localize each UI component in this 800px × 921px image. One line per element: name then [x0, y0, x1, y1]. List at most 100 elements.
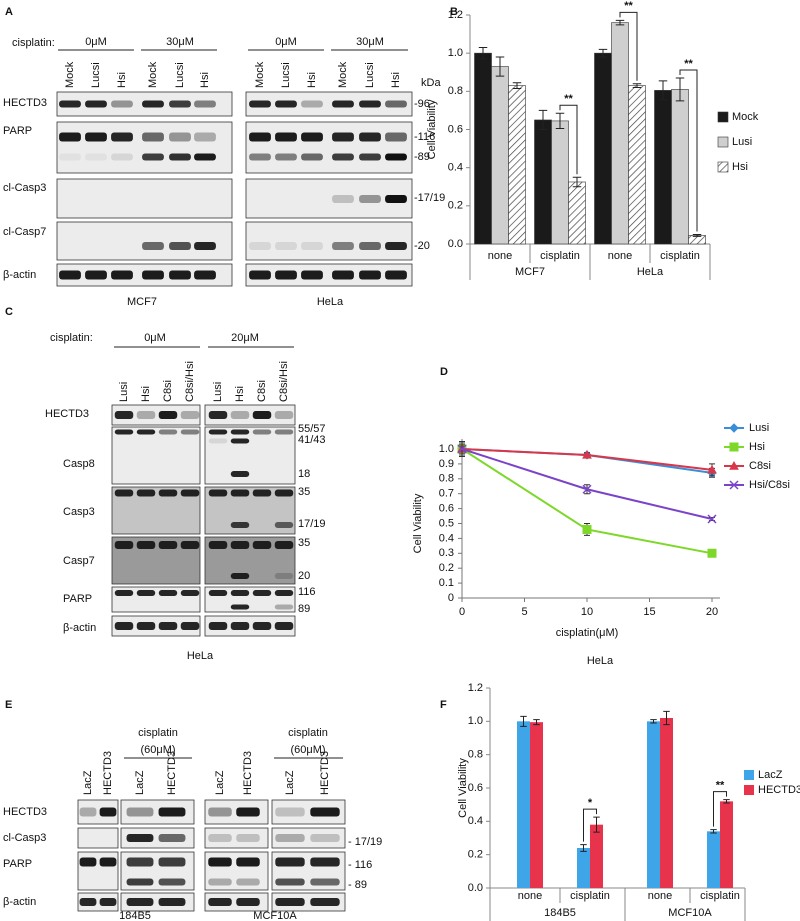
kda-marker: - 116	[348, 859, 372, 871]
row-label: PARP	[63, 593, 92, 605]
blot-panel	[245, 221, 413, 261]
blot-band	[301, 153, 323, 161]
blot-band	[79, 807, 97, 817]
blot-band	[230, 541, 250, 549]
treatment-label: (60μM)	[290, 744, 325, 756]
lane-label: Lucsi	[364, 62, 376, 88]
row-label: cl-Casp3	[3, 182, 46, 194]
lane-label: Lusi	[212, 382, 224, 402]
bar	[517, 721, 530, 888]
y-tick-label: 0.6	[439, 503, 454, 515]
blot-band	[59, 132, 81, 142]
legend-swatch	[744, 785, 754, 795]
blot-band	[274, 522, 294, 528]
blot-band	[230, 411, 250, 419]
blot-panel	[77, 827, 119, 849]
bar	[474, 52, 492, 245]
blot-band	[252, 622, 272, 630]
y-axis-label: Cell Viability	[426, 99, 438, 159]
cell-line-label: MCF10A	[253, 910, 297, 921]
blot-band	[208, 857, 232, 867]
blot-band	[359, 195, 381, 203]
marker	[707, 464, 717, 474]
bar	[577, 848, 590, 888]
error-bar	[478, 46, 488, 60]
dose-label: 0μM	[144, 332, 166, 344]
lane-label: HECTD3	[166, 751, 178, 795]
lane-label: Mock	[147, 61, 159, 88]
marker	[582, 524, 592, 534]
blot-band	[274, 573, 294, 579]
blot-band	[208, 541, 228, 549]
x-group-label: 184B5	[544, 907, 576, 919]
bar	[628, 85, 646, 245]
blot-band	[230, 573, 250, 579]
blot-band	[111, 153, 133, 161]
blot-band	[114, 622, 134, 630]
blot-band	[158, 807, 186, 817]
blot-band	[385, 100, 407, 108]
legend-label: Lusi	[749, 422, 769, 434]
blot-band	[136, 590, 156, 596]
treatment-label: cisplatin	[288, 727, 328, 739]
lane-label: Lucsi	[174, 62, 186, 88]
blot-panel	[120, 892, 195, 912]
y-tick-label: 1.0	[439, 443, 454, 455]
blot-band	[274, 604, 294, 610]
lane-label: HECTD3	[242, 751, 254, 795]
blot-band	[85, 100, 107, 108]
blot-band	[114, 590, 134, 596]
lane-label: LacZ	[134, 770, 146, 795]
blot-band	[301, 100, 323, 108]
lane-label: Hsi	[306, 72, 318, 88]
legend-label: Lusi	[732, 136, 752, 148]
blot-panel	[111, 404, 201, 426]
blot-band	[194, 270, 216, 280]
blot-band	[274, 429, 294, 435]
kda-marker: -89	[414, 151, 430, 163]
lane-label: C8si/Hsi	[184, 361, 196, 402]
blot-band	[385, 270, 407, 280]
lane-label: Hsi	[390, 72, 402, 88]
treatment-label: cisplatin	[138, 727, 178, 739]
error-bar	[615, 19, 625, 26]
kda-marker: -96	[414, 98, 430, 110]
error-bar	[658, 80, 668, 101]
blot-band	[230, 522, 250, 528]
blot-band	[236, 857, 260, 867]
error-bar	[512, 82, 522, 89]
lane-label: Hsi	[140, 386, 152, 402]
blot-band	[126, 878, 154, 886]
blot-band	[301, 132, 323, 142]
x-axis-label: cisplatin(μM)	[556, 627, 619, 639]
blot-band	[208, 622, 228, 630]
blot-band	[252, 489, 272, 497]
blot-band	[158, 541, 178, 549]
x-category-label: none	[608, 250, 632, 262]
y-tick-label: 0.4	[468, 815, 483, 827]
blot-band	[332, 153, 354, 161]
x-tick-label: 20	[706, 606, 718, 618]
blot-band	[252, 411, 272, 419]
kda-marker: 35	[298, 486, 310, 498]
blot-band	[252, 429, 272, 435]
bar	[491, 66, 509, 245]
blot-band	[126, 807, 154, 817]
cell-line-label: HeLa	[317, 296, 344, 308]
lane-label: Hsi	[116, 72, 128, 88]
row-label: Casp3	[63, 506, 95, 518]
blot-band	[180, 622, 200, 630]
blot-band	[208, 429, 228, 435]
blot-band	[301, 242, 323, 250]
legend-swatch	[717, 111, 729, 123]
y-tick-label: 1.0	[468, 715, 483, 727]
kda-marker: - 89	[348, 879, 367, 891]
legend-label: HECTD3	[758, 784, 800, 796]
blot-band	[208, 807, 232, 817]
blot-band	[180, 411, 200, 419]
legend-label: C8si	[749, 460, 771, 472]
y-tick-label: 0.3	[439, 547, 454, 559]
row-label: β-actin	[3, 269, 36, 281]
error-bar	[675, 77, 685, 102]
treatment-label: cisplatin:	[12, 37, 55, 49]
